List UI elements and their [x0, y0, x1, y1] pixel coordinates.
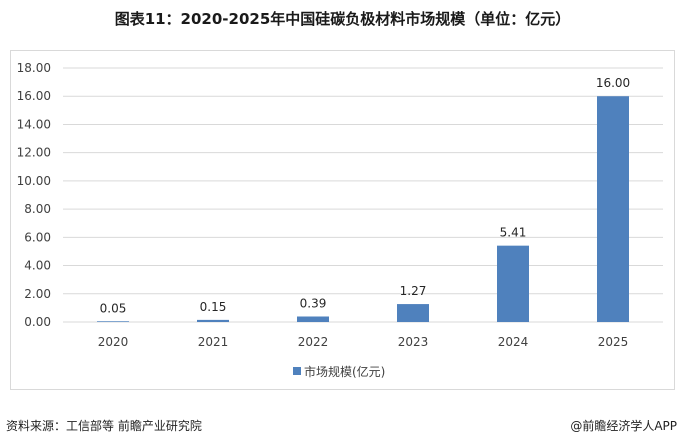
x-tick-label: 2021	[198, 335, 229, 349]
y-tick-label: 8.00	[24, 202, 51, 216]
data-label: 1.27	[400, 284, 427, 298]
y-axis-ticks: 0.00 2.00 4.00 6.00 8.00 10.00 12.00 14.00 16.00…	[17, 61, 51, 329]
y-tick-label: 16.00	[17, 89, 51, 103]
bars	[97, 96, 629, 322]
legend: 市场规模(亿元)	[293, 364, 385, 379]
x-tick-label: 2023	[398, 335, 429, 349]
legend-label: 市场规模(亿元)	[304, 364, 385, 379]
y-tick-label: 6.00	[24, 230, 51, 244]
chart-frame	[10, 50, 675, 390]
x-tick-label: 2022	[298, 335, 329, 349]
source-note: 资料来源：工信部等 前瞻产业研究院	[6, 419, 202, 433]
gridlines	[63, 67, 663, 323]
y-tick-label: 4.00	[24, 259, 51, 273]
y-tick-label: 0.00	[24, 315, 51, 329]
x-tick-label: 2020	[98, 335, 129, 349]
x-tick-label: 2025	[598, 335, 629, 349]
bar	[97, 321, 129, 322]
y-tick-label: 14.00	[17, 117, 51, 131]
data-label: 5.41	[500, 226, 527, 240]
x-axis-ticks: 2020 2021 2022 2023 2024 2025	[98, 335, 629, 349]
data-label: 0.39	[300, 296, 327, 310]
bar	[597, 96, 629, 322]
legend-swatch	[293, 367, 301, 375]
bar	[197, 319, 229, 322]
bar	[397, 304, 429, 322]
y-tick-label: 18.00	[17, 61, 51, 75]
bar	[497, 245, 529, 322]
data-label: 16.00	[596, 76, 630, 90]
brand-credit: @前瞻经济学人APP	[570, 419, 677, 433]
bar	[297, 316, 329, 322]
y-tick-label: 10.00	[17, 174, 51, 188]
chart-title: 图表11：2020-2025年中国硅碳负极材料市场规模（单位：亿元）	[114, 10, 571, 28]
data-labels: 0.05 0.15 0.39 1.27 5.41 16.00	[100, 76, 631, 315]
y-tick-label: 12.00	[17, 146, 51, 160]
y-tick-label: 2.00	[24, 287, 51, 301]
data-label: 0.15	[200, 300, 227, 314]
x-tick-label: 2024	[498, 335, 529, 349]
data-label: 0.05	[100, 301, 127, 315]
